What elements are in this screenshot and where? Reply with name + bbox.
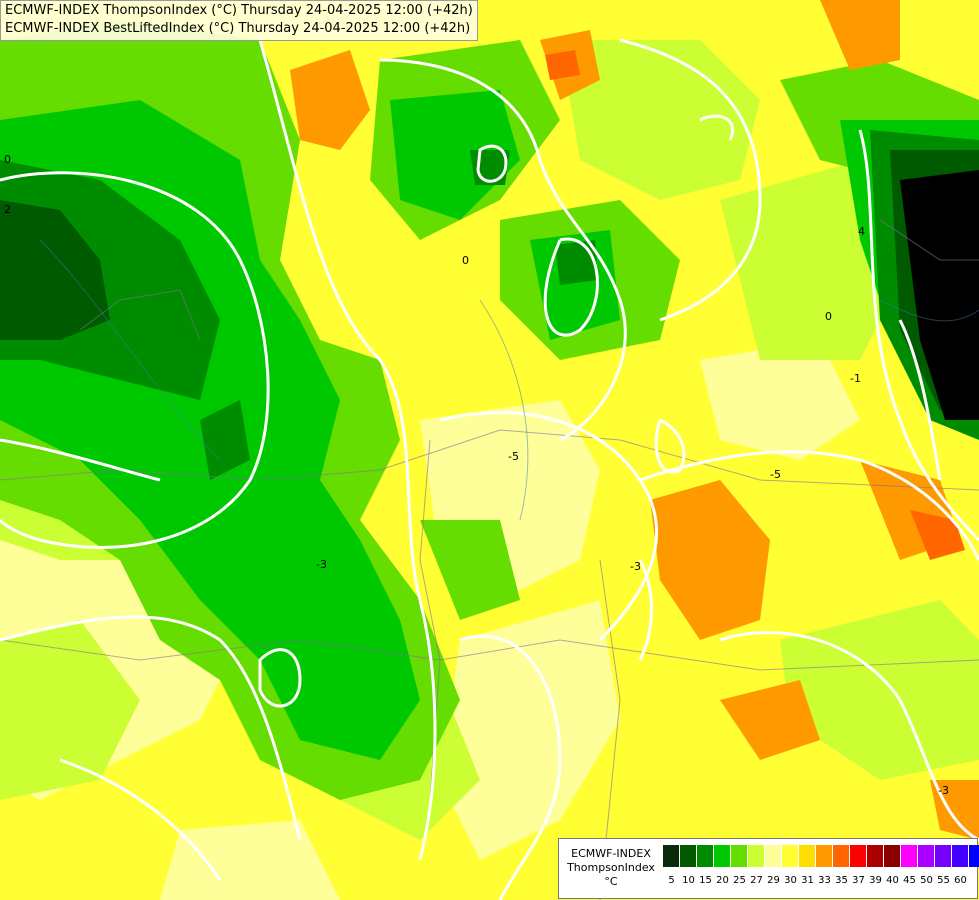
color-legend: ECMWF-INDEX ThompsonIndex °C 5 10 15 20 25 27… — [558, 838, 979, 899]
contour-label: 0 — [462, 254, 469, 267]
contour-label: -5 — [508, 450, 519, 463]
rivers — [39, 239, 979, 521]
legend-tick-label: 50 — [920, 875, 933, 886]
legend-ticks: 5 10 15 20 25 27 29 30 31 33 35 37 39 40 45 50 55 60 — [663, 875, 969, 886]
contours — [0, 38, 979, 900]
legend-tick-label: 25 — [733, 875, 746, 886]
contour-label: -1 — [850, 372, 861, 385]
legend-swatch — [663, 845, 680, 867]
legend-swatch — [765, 845, 782, 867]
legend-swatch — [833, 845, 850, 867]
legend-tick-label: 20 — [716, 875, 729, 886]
legend-tick-label: 45 — [903, 875, 916, 886]
legend-swatch — [731, 845, 748, 867]
map-title-box: ECMWF-INDEX ThompsonIndex (°C) Thursday … — [0, 0, 478, 41]
legend-swatch — [969, 845, 979, 867]
legend-tick-label: 40 — [886, 875, 899, 886]
legend-swatch — [884, 845, 901, 867]
legend-title: ECMWF-INDEX ThompsonIndex °C — [563, 847, 659, 889]
legend-swatch — [748, 845, 765, 867]
black-areas — [900, 170, 979, 420]
legend-tick-label: 55 — [937, 875, 950, 886]
legend-swatches — [663, 845, 979, 867]
legend-tick-label: 37 — [852, 875, 865, 886]
legend-swatch — [714, 845, 731, 867]
legend-swatch — [799, 845, 816, 867]
legend-swatch — [867, 845, 884, 867]
contour-label: -5 — [770, 468, 781, 481]
contour-label: -3 — [630, 560, 641, 573]
contour-label: 0 — [825, 310, 832, 323]
legend-parameter: ThompsonIndex — [567, 861, 655, 874]
legend-tick-label: 33 — [818, 875, 831, 886]
legend-swatch — [918, 845, 935, 867]
legend-model: ECMWF-INDEX — [571, 847, 651, 860]
legend-swatch — [935, 845, 952, 867]
contour-label: 0 — [4, 153, 11, 166]
legend-tick-label: 5 — [668, 875, 675, 886]
contour-label: -3 — [938, 784, 949, 797]
title-line-bestlifted: ECMWF-INDEX BestLiftedIndex (°C) Thursda… — [5, 21, 471, 36]
legend-tick-label: 35 — [835, 875, 848, 886]
title-line-thompson: ECMWF-INDEX ThompsonIndex (°C) Thursday … — [5, 3, 473, 18]
legend-swatch — [782, 845, 799, 867]
legend-tick-label: 39 — [869, 875, 882, 886]
legend-swatch — [952, 845, 969, 867]
contour-label: 2 — [4, 203, 11, 216]
legend-swatch — [816, 845, 833, 867]
legend-tick-label: 60 — [954, 875, 967, 886]
legend-swatch — [901, 845, 918, 867]
legend-swatch — [850, 845, 867, 867]
contour-labels: 0 2 4 -5 -3 -1 -3 0 0 -5 -3 — [4, 153, 949, 797]
contour-label: -3 — [316, 558, 327, 571]
dark-orange-areas — [545, 50, 965, 560]
legend-tick-label: 29 — [767, 875, 780, 886]
legend-swatch — [697, 845, 714, 867]
legend-tick-label: 31 — [801, 875, 814, 886]
legend-unit: °C — [604, 875, 618, 888]
legend-tick-label: 10 — [682, 875, 695, 886]
legend-tick-label: 15 — [699, 875, 712, 886]
legend-tick-label: 27 — [750, 875, 763, 886]
contour-label: 4 — [858, 225, 865, 238]
legend-swatch — [680, 845, 697, 867]
legend-tick-label: 30 — [784, 875, 797, 886]
